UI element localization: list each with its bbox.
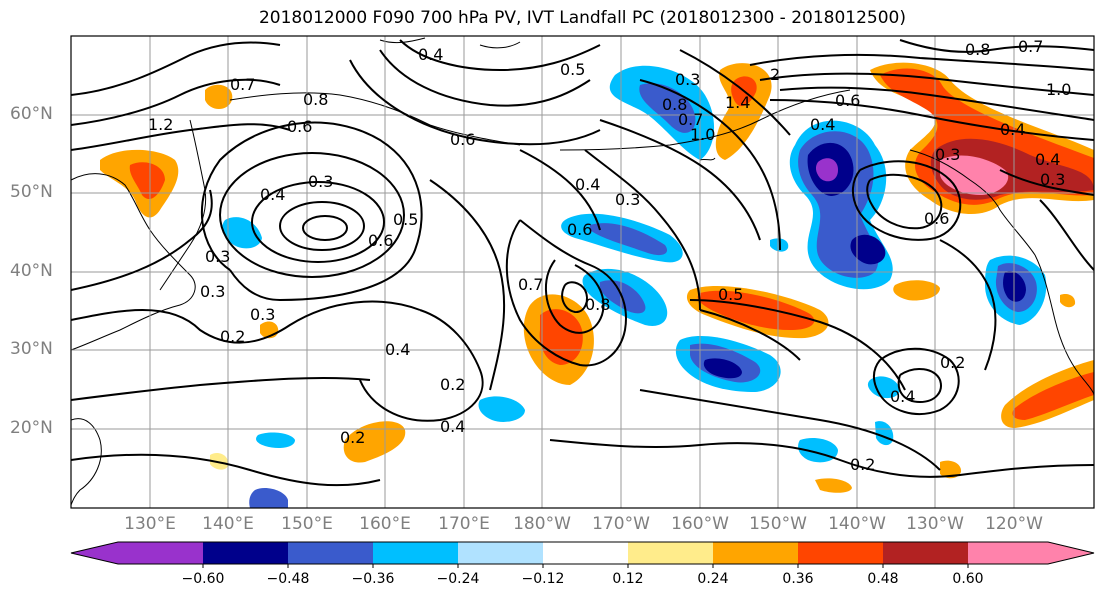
colorbar-segment [798, 542, 883, 564]
contour-label: 1.0 [1046, 80, 1071, 99]
lon-label: 140°W [828, 514, 886, 534]
contour-label: 0.2 [850, 455, 875, 474]
contour-label: 0.5 [560, 60, 585, 79]
contour-label: 1.4 [725, 93, 750, 112]
contour-label: 0.2 [220, 327, 245, 346]
map-panel: 0.4 0.5 0.3 0.8 0.7 1.0 1.2 0.7 0.8 0.6 … [71, 15, 1094, 508]
contour-label: 0.8 [303, 90, 328, 109]
colorbar-segment [203, 542, 288, 564]
lon-label: 180°W [513, 514, 571, 534]
contour-label: 0.4 [1035, 150, 1060, 169]
lon-label: 140°E [202, 514, 254, 534]
contour-label: 0.4 [440, 417, 465, 436]
colorbar-segment [883, 542, 968, 564]
contour-label: 0.6 [287, 117, 312, 136]
colorbar [70, 541, 1095, 568]
contour-label: 0.3 [250, 305, 275, 324]
colorbar-tick-label: 0.36 [782, 571, 814, 587]
coastlines [71, 37, 1094, 506]
contour-label: 0.6 [924, 209, 949, 228]
contour-label: 0.7 [518, 275, 543, 294]
contour-label: 0.7 [230, 75, 255, 94]
colorbar-segment [373, 542, 458, 564]
contour-label: 0.4 [418, 45, 443, 64]
contour-label: 0.4 [260, 185, 285, 204]
contour-label: 2 [770, 65, 780, 84]
contour-label: 0.4 [810, 115, 835, 134]
colorbar-segment [543, 542, 628, 564]
pv-contours [71, 39, 1094, 487]
colorbar-outline [70, 541, 1095, 565]
contour-label: 0.6 [450, 130, 475, 149]
contour-label: 0.4 [575, 175, 600, 194]
colorbar-tick-label: −0.24 [436, 571, 480, 587]
colorbar-tick-label: 0.60 [952, 571, 984, 587]
lon-label: 150°E [281, 514, 333, 534]
contour-label: 0.3 [205, 247, 230, 266]
colorbar-segment [458, 542, 543, 564]
contour-label: 0.6 [835, 91, 860, 110]
colorbar-extend-left [71, 542, 118, 564]
contour-label: 0.3 [615, 190, 640, 209]
colorbar-segment [118, 542, 203, 564]
lat-label-50n: 50°N [10, 182, 53, 202]
lon-label: 130°E [124, 514, 176, 534]
contour-label: 0.3 [675, 70, 700, 89]
colorbar-tick-label: −0.48 [266, 571, 310, 587]
lat-label-20n: 20°N [10, 418, 53, 438]
lon-label: 170°E [438, 514, 490, 534]
contour-label: 0.2 [940, 353, 965, 372]
colorbar-segment [713, 542, 798, 564]
contour-label: 0.3 [308, 172, 333, 191]
contour-label: 0.4 [385, 340, 410, 359]
contour-label: 0.2 [340, 428, 365, 447]
contour-label: 0.3 [200, 282, 225, 301]
lat-label-30n: 30°N [10, 339, 53, 359]
contour-label: 0.6 [567, 220, 592, 239]
contour-label: 0.8 [662, 95, 687, 114]
lon-label: 170°W [592, 514, 650, 534]
contour-label: 0.7 [1018, 37, 1043, 56]
colorbar-segment [628, 542, 713, 564]
map-title: 2018012000 F090 700 hPa PV, IVT Landfall… [258, 8, 906, 28]
contour-label: 0.5 [718, 285, 743, 304]
lon-label: 130°W [906, 514, 964, 534]
colorbar-tick-label: 0.12 [612, 571, 644, 587]
lat-label-40n: 40°N [10, 261, 53, 281]
contour-label: 0.4 [1000, 120, 1025, 139]
colorbar-extend-right [1048, 542, 1094, 564]
contour-label: 0.5 [393, 210, 418, 229]
contour-label: 0.6 [368, 231, 393, 250]
colorbar-tick-label: 0.24 [697, 571, 729, 587]
colorbar-segment [968, 542, 1048, 564]
lon-label: 160°W [671, 514, 729, 534]
contour-labels: 0.4 0.5 0.3 0.8 0.7 1.0 1.2 0.7 0.8 0.6 … [148, 15, 1071, 474]
contour-label: 0.8 [585, 295, 610, 314]
map-frame [70, 35, 1095, 509]
colorbar-tick-label: −0.12 [521, 571, 565, 587]
contour-label: 0.3 [935, 145, 960, 164]
contour-label: 1.2 [148, 115, 173, 134]
colorbar-tick-label: 0.48 [867, 571, 899, 587]
contour-label: 0.5 [510, 15, 535, 34]
contour-label: 1.0 [690, 125, 715, 144]
contour-label: 0.2 [440, 375, 465, 394]
lon-label: 120°W [985, 514, 1043, 534]
colorbar-tick-label: −0.36 [351, 571, 395, 587]
contour-label: 0.8 [965, 40, 990, 59]
colorbar-segment [288, 542, 373, 564]
lon-label: 160°E [359, 514, 411, 534]
colorbar-tick-label: −0.60 [181, 571, 225, 587]
lon-label: 150°W [749, 514, 807, 534]
contour-label: 0.4 [890, 387, 915, 406]
contour-label: 0.3 [1040, 170, 1065, 189]
lat-label-60n: 60°N [10, 104, 53, 124]
contour-label: 0.7 [678, 110, 703, 129]
